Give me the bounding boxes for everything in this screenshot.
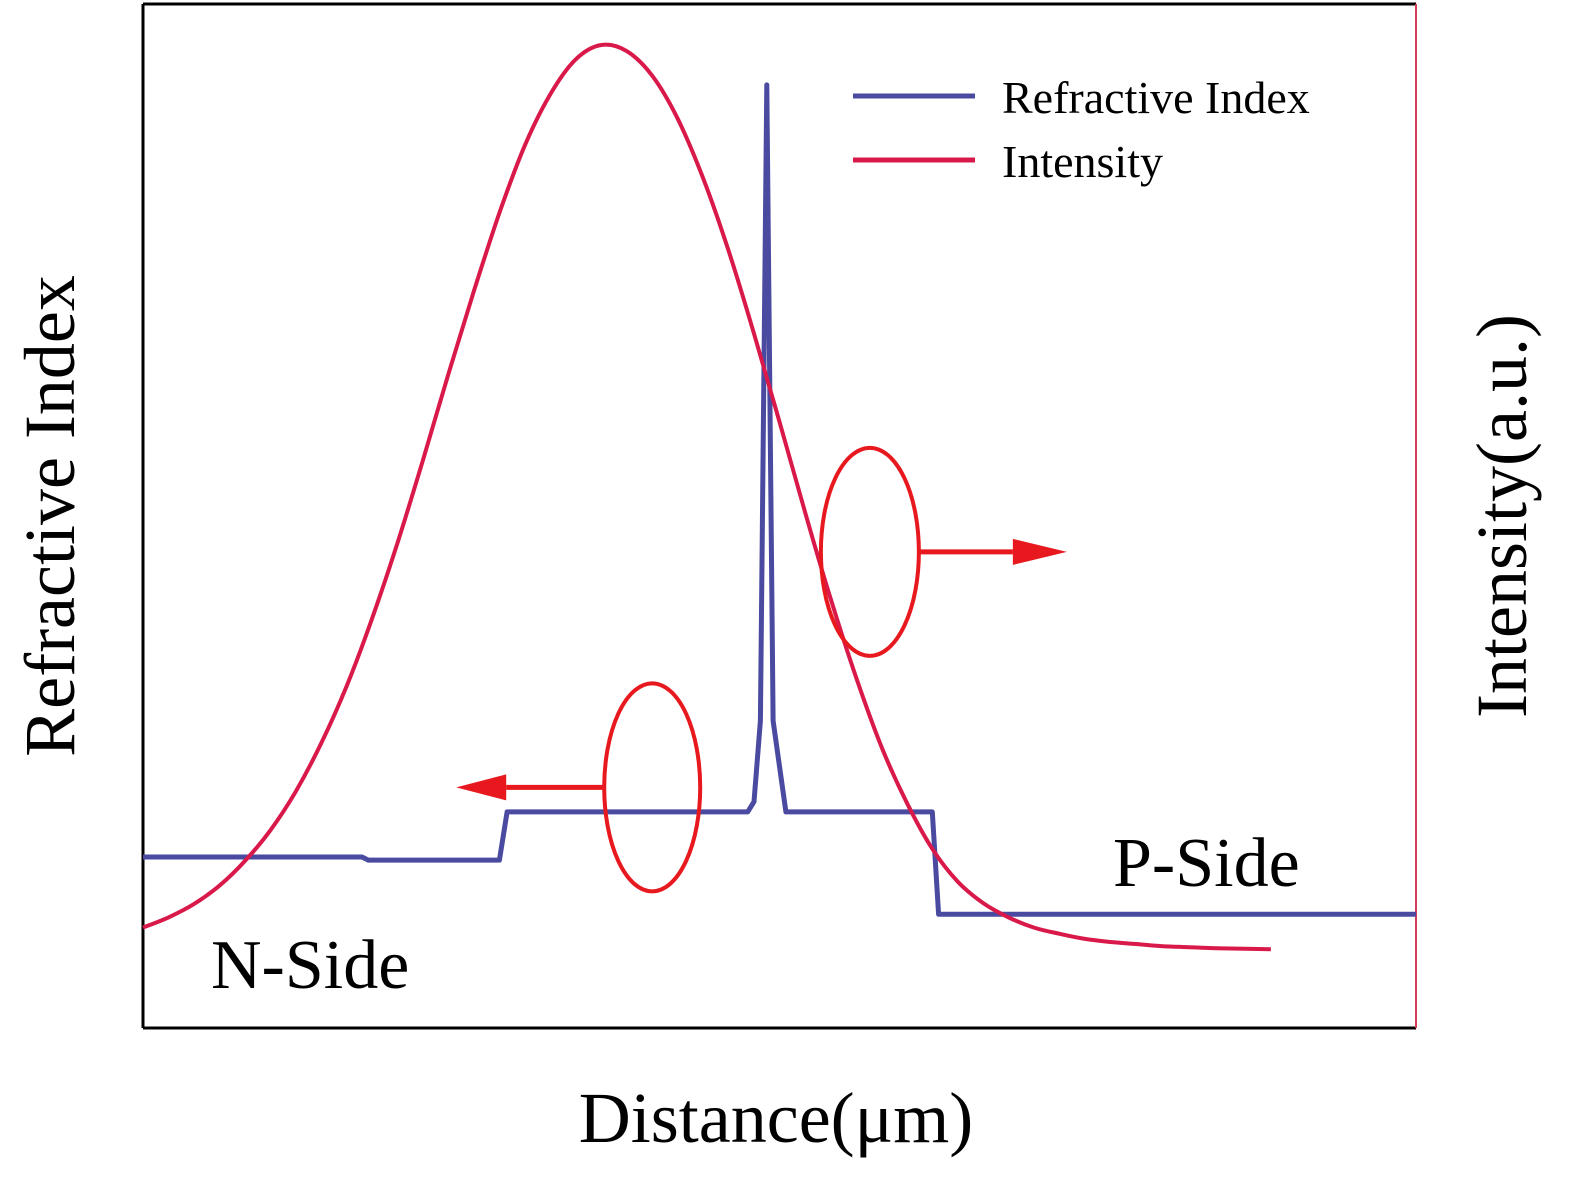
p-side-label: P-Side: [1113, 825, 1300, 902]
n-side-label: N-Side: [211, 927, 409, 1004]
legend-label-intensity: Intensity: [1002, 136, 1163, 187]
legend: Refractive Index Intensity: [853, 72, 1310, 187]
x-axis-title: Distance(μm): [579, 1078, 973, 1158]
annotation-arrow-head-left: [456, 774, 507, 801]
annotation-ellipse-intensity: [818, 445, 921, 658]
series-line-refractive-index: [143, 82, 1416, 917]
y-axis-title-right: Intensity(a.u.): [1462, 314, 1542, 718]
legend-label-refractive-index: Refractive Index: [1002, 72, 1310, 123]
series-line-intensity: [142, 42, 1271, 952]
annotation-arrow-head-right: [1012, 538, 1067, 565]
left-axis-indicator: [456, 681, 703, 894]
annotation-ellipse-refractive-index: [602, 681, 703, 894]
right-axis-indicator: [818, 445, 1067, 658]
y-axis-title-left: Refractive Index: [10, 275, 90, 757]
